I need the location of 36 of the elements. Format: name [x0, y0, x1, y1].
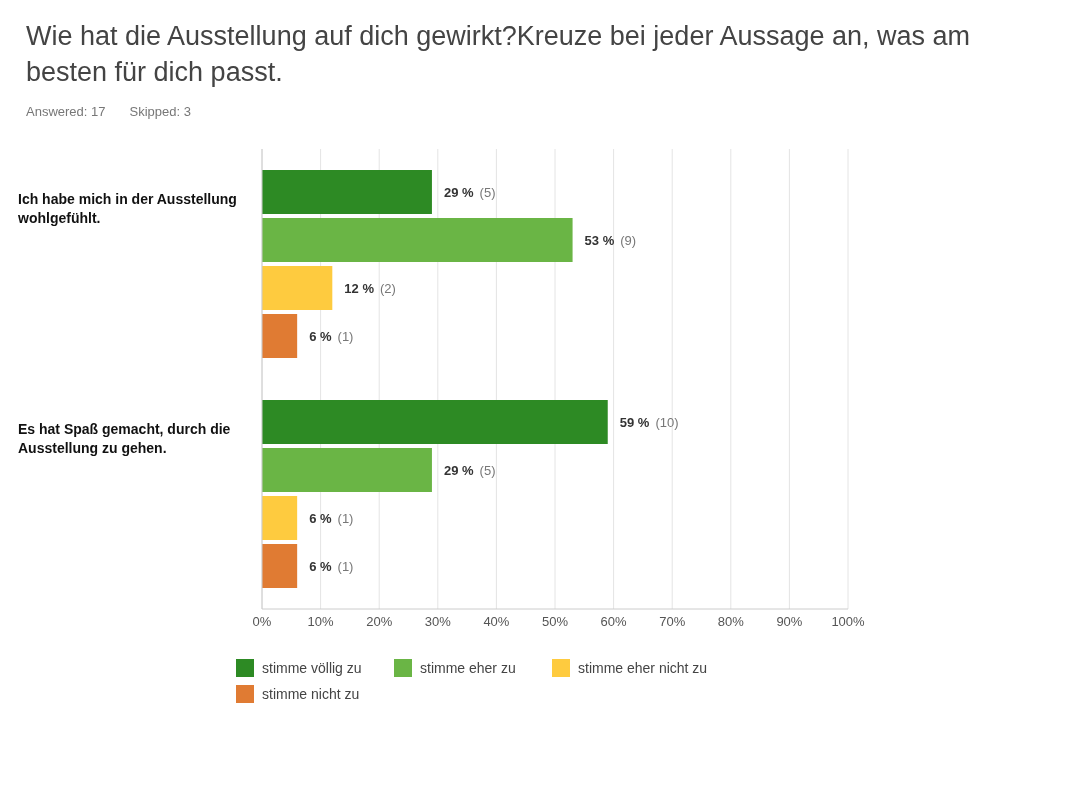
bar: [262, 218, 573, 262]
y-tick-label: Es hat Spaß gemacht, durch die Ausstellung zu gehen.: [18, 421, 231, 456]
data-label: 29 % (5): [443, 463, 496, 478]
legend-label: stimme eher zu: [420, 660, 516, 676]
chart-title: Wie hat die Ausstellung auf dich gewirkt?Kreuze bei jeder Aussage an, was am besten für dich passt.: [25, 20, 972, 89]
x-tick-label: 40%: [483, 614, 510, 630]
x-tick-label: 90%: [776, 614, 803, 630]
bar: [262, 314, 298, 358]
text: Answered: 17: [26, 104, 106, 119]
data-label: 6 % (1): [309, 511, 354, 526]
x-tick-label: 60%: [600, 614, 628, 630]
legend-label: stimme eher nicht zu: [578, 660, 708, 676]
x-tick-label: 70%: [659, 614, 686, 630]
legend-label: stimme völlig zu: [262, 660, 362, 676]
x-tick-label: 0%: [252, 614, 272, 630]
data-label: 59 % (10): [619, 415, 679, 430]
data-label: 6 % (1): [309, 559, 354, 574]
x-tick-label: 20%: [366, 614, 393, 630]
x-tick-label: 10%: [307, 614, 335, 630]
legend-label: stimme nicht zu: [262, 686, 360, 702]
y-tick-label: Ich habe mich in der Ausstellung wohlgefühlt.: [17, 191, 237, 226]
data-label: 29 % (5): [443, 185, 496, 200]
x-tick-label: 80%: [717, 614, 745, 630]
text: Skipped: 3: [129, 104, 191, 119]
data-label: 53 % (9): [584, 233, 637, 248]
data-label: 12 % (2): [344, 281, 396, 296]
bar: [262, 266, 333, 310]
bar: [262, 496, 298, 540]
bar: [262, 544, 298, 588]
bar: [262, 448, 432, 492]
bar: [262, 170, 432, 214]
x-tick-label: 30%: [424, 614, 452, 630]
x-tick-label: 50%: [541, 614, 569, 630]
bar: [262, 400, 608, 444]
x-tick-label: 100%: [831, 614, 866, 630]
data-label: 6 % (1): [309, 329, 354, 344]
